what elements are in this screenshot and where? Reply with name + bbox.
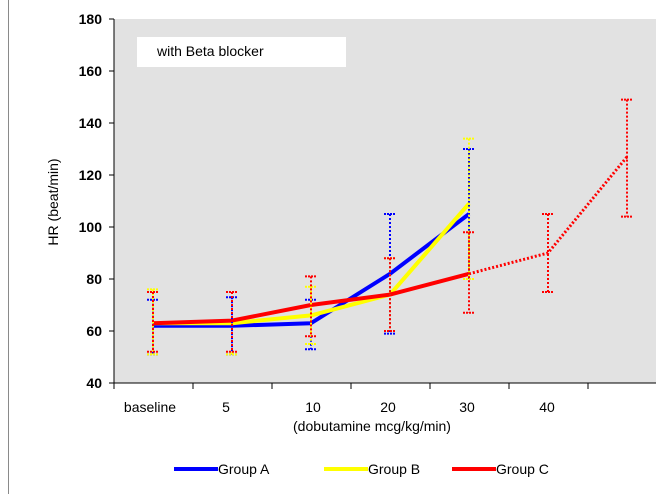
errorbar-layer [147,98,633,356]
page-left-rule [8,0,9,494]
x-tick-label: 40 [539,399,555,415]
y-axis: 40 60 80 100 120 140 160 180 [79,11,115,391]
x-axis-label: (dobutamine mcg/kg/min) [293,418,451,434]
y-tick-label: 180 [79,11,103,27]
annotation-text: with Beta blocker [156,43,264,59]
x-tick-label: 10 [305,399,321,415]
y-tick-label: 160 [79,63,103,79]
y-tick-label: 120 [79,167,103,183]
legend-label-group-c: Group C [496,461,549,477]
legend-label-group-b: Group B [368,461,420,477]
y-tick-label: 100 [79,219,103,235]
x-tick-label: 30 [459,399,475,415]
y-tick-label: 80 [86,271,102,287]
y-tick-label: 140 [79,115,103,131]
legend: Group A Group B Group C [174,461,549,477]
y-axis-label: HR (beat/min) [45,158,61,245]
x-tick-label: 20 [380,399,396,415]
y-tick-label: 40 [86,375,102,391]
y-tick-label: 60 [86,323,102,339]
x-tick-label: 5 [222,399,230,415]
x-axis: baseline 5 10 20 30 40 [113,382,656,415]
annotation-box [137,37,346,67]
legend-label-group-a: Group A [218,461,270,477]
x-tick-label: baseline [124,399,176,415]
series-line-group-c-dotted [468,155,629,276]
plot-area-background [114,19,656,383]
